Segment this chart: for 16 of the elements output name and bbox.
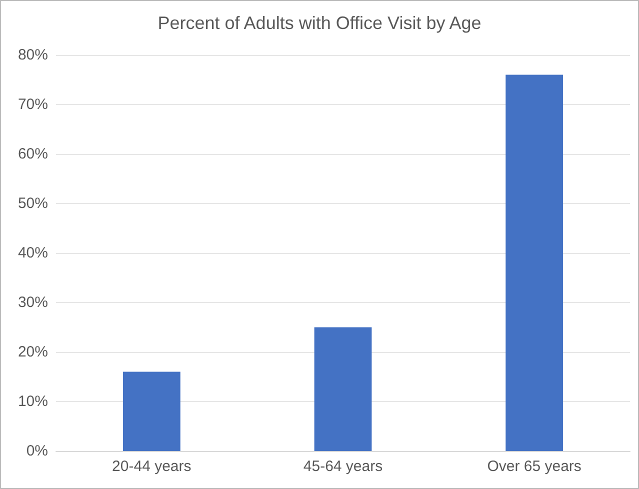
x-tick-label: Over 65 years xyxy=(487,458,582,475)
y-tick-label: 0% xyxy=(26,442,48,460)
y-tick-label: 30% xyxy=(18,294,48,311)
bar xyxy=(506,74,564,451)
bar xyxy=(122,372,180,451)
y-tick-label: 20% xyxy=(18,344,48,360)
y-tick-label: 60% xyxy=(18,146,48,162)
chart-title: Percent of Adults with Office Visit by Age xyxy=(158,13,482,33)
x-tick-label: 45-64 years xyxy=(303,458,383,475)
y-tick-label: 80% xyxy=(18,46,48,64)
bar xyxy=(314,327,372,451)
y-tick-label: 10% xyxy=(18,393,48,410)
y-tick-label: 40% xyxy=(18,244,48,262)
x-tick-label: 20-44 years xyxy=(112,458,192,475)
y-tick-label: 70% xyxy=(18,96,48,113)
y-tick-label: 50% xyxy=(18,195,48,212)
